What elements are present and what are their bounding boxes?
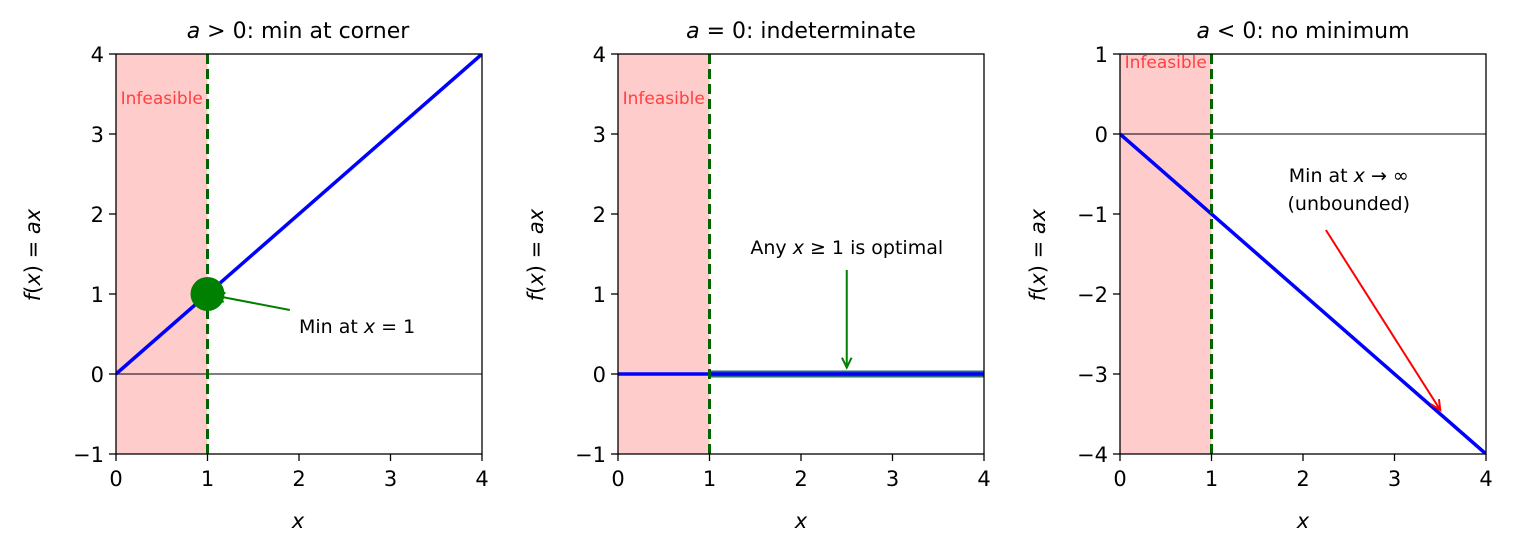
panel-1-ytick-label: −1 (73, 443, 104, 467)
panel-3-infeasible-label: Infeasible (1125, 53, 1207, 73)
panel-3-xtick-label: 0 (1113, 467, 1126, 491)
panel-3-ytick-label: −2 (1077, 283, 1108, 307)
panel-1-ytick-label: 3 (91, 123, 104, 147)
panel-3-inner (1120, 54, 1486, 454)
panel-3-xtick-label: 2 (1296, 467, 1309, 491)
panel-1-annotation-text: Min at x = 1 (299, 316, 415, 338)
panel-1-ylabel: f(x) = ax (21, 208, 45, 301)
panel-3-annotation-text-2: (unbounded) (1288, 193, 1411, 215)
panel-3-annotation-arrowhead (1430, 398, 1442, 412)
panel-3-infeasible-region (1120, 54, 1212, 454)
panel-2-infeasible-label: Infeasible (623, 89, 705, 109)
panel-2-annotation-arrowhead (841, 357, 853, 370)
panel-3-series-line (1120, 132, 1486, 454)
panel-1-annotation-arrowhead (212, 291, 226, 303)
panel-2-xlabel: x (794, 509, 808, 533)
panel-2-xtick-label: 0 (611, 467, 624, 491)
panel-3-title: a < 0: no minimum (1196, 19, 1409, 44)
panel-1-min-point (190, 277, 225, 311)
panel-3-xlabel: x (1296, 509, 1310, 533)
panel-1-xtick-label: 3 (384, 467, 397, 491)
panel-1-xlabel: x (291, 509, 305, 533)
panel-3-plot-area: Infeasible 0 1 2 3 4 −4 −3 −2 −1 0 1 Min at x → ∞ (un… (1077, 43, 1493, 491)
panel-3-xtick-label: 4 (1479, 467, 1492, 491)
panel-2-ytick-label: 3 (593, 123, 606, 147)
panel-2-xtick-label: 3 (886, 467, 899, 491)
panel-2-ytick-label: 0 (593, 363, 606, 387)
panel-1: a > 0: min at corner x f(x) = ax Infeasi… (21, 19, 489, 533)
panel-3-annotation-arrow (1325, 229, 1442, 411)
panel-2-ylabel: f(x) = ax (524, 208, 548, 301)
panel-1-xtick-label: 2 (292, 467, 305, 491)
panel-3-xtick-label: 3 (1388, 467, 1401, 491)
panel-3-ytick-label: −1 (1077, 203, 1108, 227)
panel-3: a < 0: no minimum x f(x) = ax Infeasible… (1026, 19, 1493, 533)
panel-2-xtick-label: 2 (794, 467, 807, 491)
panel-2-ytick-label: 4 (593, 43, 606, 67)
panel-2-annotation-text: Any x ≥ 1 is optimal (750, 237, 943, 259)
panel-3-ytick-label: 0 (1095, 123, 1108, 147)
panel-3-ytick-label: −4 (1077, 443, 1108, 467)
panel-1-annotation-arrow (214, 294, 291, 311)
panel-1-xtick-label: 4 (475, 467, 488, 491)
panel-1-infeasible-label: Infeasible (121, 89, 203, 109)
panel-2-infeasible-region (618, 54, 710, 454)
panel-1-ytick-label: 0 (91, 363, 104, 387)
panel-2-xtick-label: 1 (703, 467, 716, 491)
panel-3-ylabel: f(x) = ax (1026, 208, 1050, 301)
panel-1-xtick-label: 1 (201, 467, 214, 491)
panel-3-ytick-label: 1 (1095, 43, 1108, 67)
panel-3-ytick-label: −3 (1077, 363, 1108, 387)
panel-2: a = 0: indeterminate x f(x) = ax Infeasi… (524, 19, 991, 533)
panel-2-xtick-label: 4 (977, 467, 990, 491)
panel-1-inner (116, 54, 482, 454)
panel-1-ytick-label: 4 (91, 43, 104, 67)
panel-2-ytick-label: −1 (575, 443, 606, 467)
panel-1-series-line (116, 54, 482, 376)
panel-2-ytick-label: 1 (593, 283, 606, 307)
panel-2-title: a = 0: indeterminate (686, 19, 916, 44)
panel-1-xtick-label: 0 (109, 467, 122, 491)
panel-3-xtick-label: 1 (1205, 467, 1218, 491)
panel-2-ytick-label: 2 (593, 203, 606, 227)
panel-1-ytick-label: 2 (91, 203, 104, 227)
panel-2-inner (618, 54, 984, 454)
panel-3-annotation-text: Min at x → ∞ (1289, 165, 1409, 187)
panel-1-title: a > 0: min at corner (187, 19, 411, 44)
panel-1-infeasible-region (116, 54, 208, 454)
panel-1-ytick-label: 1 (91, 283, 104, 307)
